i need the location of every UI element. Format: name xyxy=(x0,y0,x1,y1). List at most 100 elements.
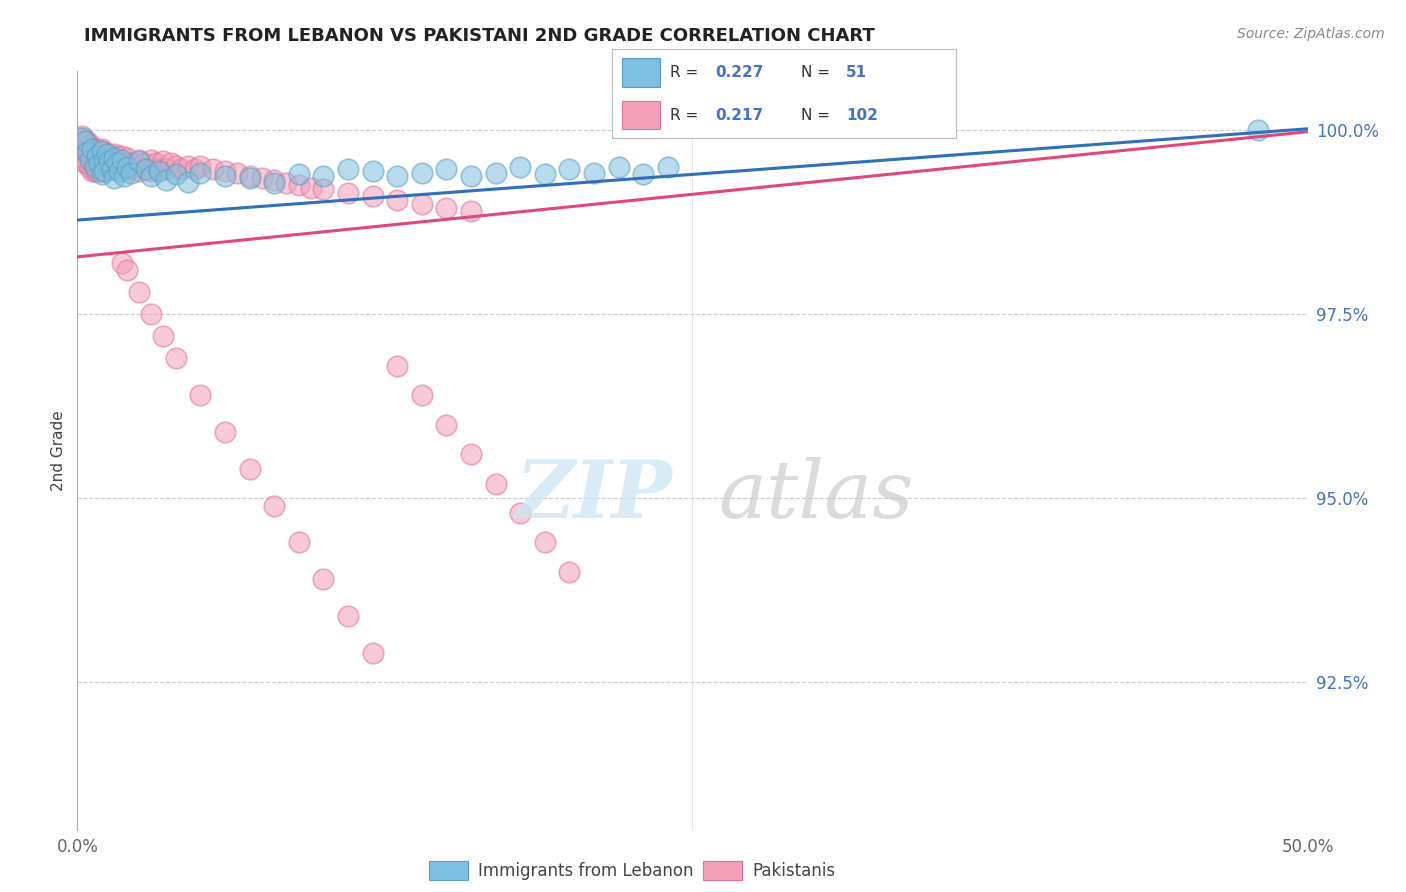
Point xyxy=(148,163,170,178)
Point xyxy=(90,153,114,167)
Point xyxy=(288,535,311,549)
Y-axis label: 2nd Grade: 2nd Grade xyxy=(51,410,66,491)
Point xyxy=(177,175,200,189)
Text: R =: R = xyxy=(671,108,703,122)
Point xyxy=(105,149,128,163)
Point xyxy=(460,204,482,219)
Point xyxy=(165,351,187,366)
Point xyxy=(239,171,262,186)
Point xyxy=(299,180,322,194)
Point xyxy=(111,153,132,167)
Point xyxy=(214,169,236,183)
Point xyxy=(103,159,125,173)
Point xyxy=(436,201,458,215)
Point xyxy=(86,153,108,167)
Point xyxy=(70,149,93,163)
Point xyxy=(263,173,285,187)
Point xyxy=(76,145,98,160)
Point xyxy=(69,130,91,145)
Point xyxy=(250,171,273,186)
Point xyxy=(96,159,118,173)
Text: 0.227: 0.227 xyxy=(716,65,763,79)
Point xyxy=(69,142,91,156)
Point xyxy=(128,153,150,167)
Point xyxy=(534,168,557,182)
Point xyxy=(337,609,360,624)
Point xyxy=(145,156,167,170)
Point xyxy=(121,166,143,180)
Text: atlas: atlas xyxy=(718,458,912,534)
Point xyxy=(128,163,150,178)
Point xyxy=(73,145,96,160)
Point xyxy=(485,476,508,491)
Point xyxy=(263,176,285,190)
Bar xyxy=(621,101,659,129)
Point xyxy=(103,171,125,186)
Point xyxy=(86,149,108,163)
Text: 102: 102 xyxy=(846,108,877,122)
Point xyxy=(385,193,409,207)
Point xyxy=(128,154,150,169)
Point xyxy=(98,154,121,169)
Point xyxy=(70,129,93,144)
Point xyxy=(534,535,557,549)
Point xyxy=(96,146,118,161)
Point xyxy=(239,462,262,476)
Point xyxy=(288,168,311,182)
Point xyxy=(93,163,115,178)
Point xyxy=(226,166,249,180)
Point xyxy=(361,646,384,660)
Point xyxy=(152,154,174,169)
Point xyxy=(108,154,131,169)
Point xyxy=(312,169,335,183)
Point xyxy=(312,182,335,196)
Point xyxy=(103,151,125,165)
Point xyxy=(657,160,679,174)
Point xyxy=(93,145,115,160)
Point xyxy=(105,156,128,170)
Point xyxy=(93,153,115,167)
Point xyxy=(73,134,96,148)
Point xyxy=(112,169,135,183)
Point xyxy=(76,134,98,148)
Point xyxy=(76,156,98,170)
Point xyxy=(101,161,124,176)
Point xyxy=(135,161,157,176)
Point xyxy=(70,130,93,145)
Point xyxy=(583,166,606,180)
Point xyxy=(79,149,101,163)
Point xyxy=(201,161,224,176)
Point xyxy=(214,163,236,178)
Bar xyxy=(621,58,659,87)
Point xyxy=(155,173,177,187)
Point xyxy=(111,256,132,270)
Point xyxy=(83,160,105,174)
Point xyxy=(312,572,335,586)
Point xyxy=(89,156,111,170)
Point xyxy=(112,156,135,170)
Text: ZIP: ZIP xyxy=(516,458,672,534)
Point xyxy=(361,163,384,178)
Point xyxy=(385,359,409,373)
Point xyxy=(83,142,105,156)
Point xyxy=(436,417,458,432)
Point xyxy=(90,168,114,182)
Point xyxy=(460,169,482,183)
Point xyxy=(83,163,105,178)
Point xyxy=(96,146,118,161)
Point xyxy=(460,447,482,461)
Point xyxy=(82,153,104,167)
Text: Pakistanis: Pakistanis xyxy=(752,862,835,880)
Point xyxy=(188,159,212,173)
Point xyxy=(82,142,104,156)
Point xyxy=(385,169,409,183)
Point xyxy=(108,163,131,178)
Point xyxy=(82,142,104,156)
Point xyxy=(558,565,581,579)
Point xyxy=(177,159,200,173)
Point xyxy=(337,161,360,176)
Text: N =: N = xyxy=(801,108,835,122)
Point xyxy=(79,153,101,167)
Point xyxy=(148,161,170,176)
Point xyxy=(98,160,121,174)
